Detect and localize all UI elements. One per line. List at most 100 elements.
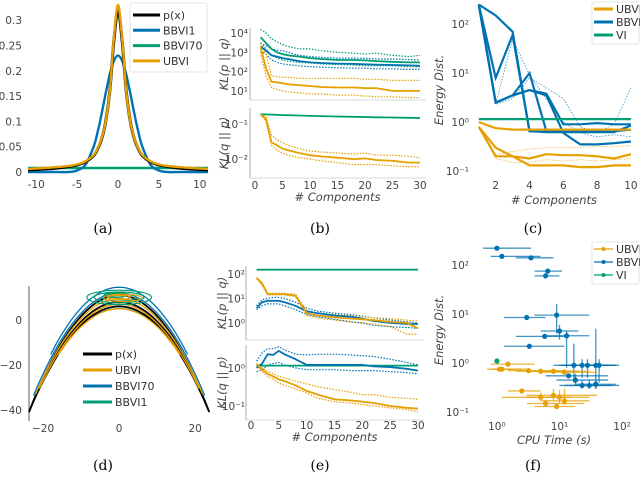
point-marker <box>499 253 505 259</box>
y-tick-label: 10⁴ <box>230 28 248 40</box>
point-marker <box>494 358 500 364</box>
series-line <box>259 45 421 67</box>
series-line-ubvi <box>477 126 632 160</box>
legend-item: BBVI <box>594 256 640 269</box>
x-axis-label: # Components <box>291 430 377 444</box>
x-tick-label: 25 <box>386 180 399 192</box>
y-tick-label: 0.1 <box>5 116 22 128</box>
y-tick-label: 10¹ <box>227 293 245 305</box>
data-point <box>490 361 535 367</box>
legend-item: BBVI1 <box>83 396 148 409</box>
point-marker <box>526 343 532 349</box>
series-line <box>260 42 421 61</box>
legend-label: VI <box>616 269 627 282</box>
data-point <box>534 403 576 410</box>
x-tick-label: 5 <box>275 420 282 432</box>
y-axis-label: KL(p || q) <box>217 38 231 91</box>
contour-bbvi1 <box>93 291 145 304</box>
y-tick-label: 10² <box>451 19 469 31</box>
chart-f: 10⁻¹ 10⁰ 10¹ 10² 10⁰ 10¹ 10² Energy Dist. CPU Ti… <box>432 241 640 447</box>
series-line-ubvi <box>477 126 631 169</box>
data-point <box>545 373 609 379</box>
point-marker <box>542 400 549 407</box>
legend-marker <box>601 260 606 264</box>
data-point <box>515 255 554 261</box>
legend-label: BBVI <box>616 16 640 29</box>
series-line <box>260 113 421 119</box>
legend-label: BBVI70 <box>163 40 203 53</box>
series-line <box>260 114 420 168</box>
y-tick-label: 10² <box>227 269 245 281</box>
x-tick-label: 10¹ <box>551 421 569 433</box>
series-line <box>256 278 418 335</box>
y-tick-label: 10⁻¹ <box>446 166 469 178</box>
legend-item: p(x) <box>83 348 137 361</box>
y-tick-label: 10⁰ <box>227 318 245 330</box>
chart-d: 0 −20 −40 −20 0 20 p(x) UBVI BBVI70 BBVI1 <box>0 286 211 435</box>
series-line <box>255 299 418 325</box>
point-marker <box>572 377 579 383</box>
series-line <box>260 28 421 58</box>
y-tick-label: 0.25 <box>0 40 22 52</box>
figure-caption: (c) <box>524 221 543 237</box>
data-point <box>526 390 590 404</box>
x-tick-label: -5 <box>72 179 82 191</box>
legend-frame <box>129 2 208 73</box>
point-marker <box>519 388 525 394</box>
point-marker <box>542 273 549 279</box>
x-tick-label: 4 <box>526 180 533 192</box>
legend-label: UBVI <box>115 364 141 377</box>
data-point <box>553 343 616 383</box>
series-line <box>256 303 419 329</box>
series-line <box>259 113 420 164</box>
series-line <box>255 277 419 330</box>
y-tick-label: −20 <box>0 360 22 372</box>
point-marker <box>561 369 568 375</box>
legend-item: BBVI70 <box>133 40 203 53</box>
contour-bbvi1 <box>103 292 128 298</box>
data-point <box>540 369 598 375</box>
y-tick-label: 10⁰ <box>451 358 469 370</box>
legend-label: p(x) <box>115 348 137 361</box>
legend-item: p(x) <box>133 9 185 22</box>
data-point <box>490 366 522 372</box>
legend-item: VI <box>594 269 627 282</box>
point-marker <box>593 381 599 387</box>
figure-caption: (d) <box>93 458 113 474</box>
x-tick-label: 20 <box>188 423 201 435</box>
legend-item: UBVI <box>594 3 640 16</box>
point-marker <box>524 314 530 321</box>
point-marker <box>554 403 560 410</box>
point-marker <box>545 268 551 274</box>
point-marker <box>528 255 534 261</box>
point-marker <box>556 394 563 400</box>
y-tick-label: 0.15 <box>0 91 22 103</box>
data-point <box>540 388 590 405</box>
y-tick-label: 0 <box>15 167 22 179</box>
series-ubvi <box>487 361 598 410</box>
series-line <box>255 362 419 410</box>
point-marker <box>564 333 570 339</box>
x-tick-label: 8 <box>594 180 601 192</box>
series-line <box>256 364 419 413</box>
y-tick-label: 10⁰ <box>227 363 245 375</box>
chart-c: 10⁻¹ 10⁰ 10¹ 10² 2 4 6 8 10 Energy Dist. # Compone… <box>432 1 640 207</box>
x-tick-label: 20 <box>358 180 371 192</box>
y-tick-label: 10² <box>230 67 248 79</box>
contour-ubvi <box>107 294 132 301</box>
y-tick-label: −40 <box>0 405 22 417</box>
point-marker <box>596 362 602 368</box>
legend-item: BBVI1 <box>133 24 196 37</box>
series-line <box>259 46 420 92</box>
series-line <box>259 52 420 99</box>
point-marker <box>554 312 560 318</box>
legend-label: BBVI1 <box>163 24 196 37</box>
x-tick-label: 10² <box>613 421 631 433</box>
point-marker <box>542 333 548 339</box>
legend-label: BBVI70 <box>115 380 155 393</box>
series-line <box>256 277 419 322</box>
x-tick-label: 0 <box>116 423 123 435</box>
legend-marker <box>601 247 606 251</box>
